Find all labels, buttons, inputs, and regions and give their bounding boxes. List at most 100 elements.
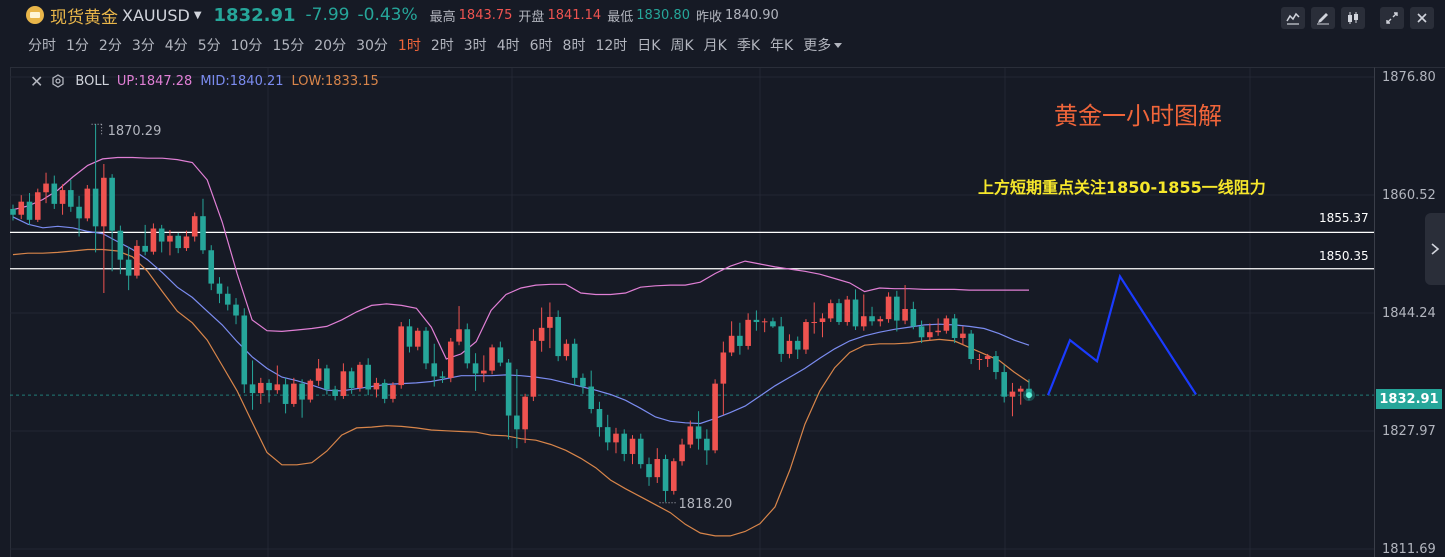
period-20[interactable]: 季K [736, 38, 761, 54]
candle-body [464, 329, 471, 364]
candle-body [786, 340, 793, 354]
candle-body [158, 228, 165, 242]
period-21[interactable]: 年K [770, 38, 794, 54]
candle-body [877, 319, 884, 322]
period-11[interactable]: 2时 [430, 38, 454, 54]
candle-body [637, 438, 644, 465]
open-value: 1841.14 [547, 7, 602, 23]
candle-body [125, 259, 132, 276]
candle-body [142, 245, 148, 252]
period-16[interactable]: 12时 [595, 38, 628, 54]
candle-body [671, 461, 677, 491]
period-9[interactable]: 30分 [356, 38, 388, 54]
period-8[interactable]: 20分 [314, 38, 347, 54]
prev-close-label: 昨收 [695, 9, 722, 25]
candle-body [200, 216, 206, 251]
period-6[interactable]: 10分 [230, 38, 263, 54]
candle-body [530, 340, 537, 397]
candle-body [580, 377, 586, 387]
candle-body [10, 208, 16, 215]
indicator-settings-icon[interactable] [51, 74, 65, 88]
candle-body [844, 299, 851, 323]
candle-body [497, 347, 504, 363]
candle-body [373, 382, 380, 390]
period-18[interactable]: 周K [670, 38, 694, 54]
price-axis[interactable] [1374, 67, 1445, 557]
close-button[interactable] [1410, 7, 1434, 29]
candle-body [414, 330, 421, 347]
candle-body [571, 343, 578, 378]
remove-indicator-icon[interactable]: ✕ [30, 71, 44, 91]
y-tick-label: 1827.97 [1382, 424, 1436, 439]
candle-type-button[interactable] [1341, 7, 1365, 29]
candle-body [340, 371, 347, 396]
candle-body [968, 333, 974, 359]
fullscreen-icon [1386, 12, 1398, 24]
candle-body [183, 236, 190, 249]
candle-body [365, 364, 371, 390]
candle-body [836, 303, 842, 323]
high-value: 1843.75 [458, 7, 513, 23]
period-22[interactable]: 更多 [803, 35, 842, 55]
close-icon [1417, 13, 1427, 23]
candle-body [910, 308, 917, 327]
annotation-note: 上方短期重点关注1850-1855一线阻力 [978, 178, 1266, 197]
period-15[interactable]: 8时 [562, 38, 586, 54]
candle-body [976, 358, 983, 360]
candle-body [770, 321, 776, 327]
period-3[interactable]: 3分 [131, 38, 155, 54]
projection-path [1046, 273, 1197, 396]
candle-body [224, 293, 231, 305]
candle-body [852, 299, 859, 327]
candle-body [646, 464, 652, 478]
candle-body [282, 384, 289, 404]
candle-body [960, 333, 966, 338]
candle-body [68, 190, 74, 207]
period-17[interactable]: 日K [637, 38, 661, 54]
period-12[interactable]: 3时 [463, 38, 487, 54]
period-2[interactable]: 2分 [98, 38, 122, 54]
boll-up-value: UP:1847.28 [116, 73, 193, 89]
last-price-dot [1025, 392, 1032, 399]
indicator-button[interactable] [1281, 7, 1305, 29]
candle-body [390, 385, 396, 399]
candle-body [811, 322, 818, 324]
candle-body [695, 426, 702, 439]
instrument-symbol[interactable]: XAUUSD [122, 5, 190, 25]
candle-body [613, 433, 619, 443]
candle-body [348, 371, 355, 388]
candle-body [737, 335, 743, 346]
candle-body [505, 362, 512, 416]
period-10[interactable]: 1时 [397, 38, 421, 54]
candle-body [712, 383, 718, 451]
period-19[interactable]: 月K [703, 38, 727, 54]
period-4[interactable]: 4分 [164, 38, 188, 54]
chart-plot-area[interactable] [10, 67, 1374, 557]
period-1[interactable]: 1分 [66, 38, 89, 54]
symbol-dropdown-icon[interactable]: ▼ [193, 9, 202, 21]
chevron-right-icon [1431, 243, 1440, 255]
instrument-name[interactable]: 现货黄金 [50, 7, 118, 28]
candle-body [902, 308, 908, 321]
period-7[interactable]: 15分 [272, 38, 305, 54]
candle-body [547, 316, 553, 328]
candle-body [662, 459, 669, 491]
candle-body [18, 201, 25, 215]
candle-body [299, 383, 305, 400]
draw-button[interactable] [1311, 7, 1335, 29]
period-0[interactable]: 分时 [28, 38, 56, 54]
y-tick-label: 1811.69 [1382, 542, 1436, 557]
candle-body [456, 329, 462, 342]
period-14[interactable]: 6时 [529, 38, 553, 54]
fullscreen-button[interactable] [1380, 7, 1404, 29]
candle-body [596, 409, 603, 428]
low-extreme-label: 1818.20 [679, 497, 733, 512]
price-change: -7.99 [305, 5, 350, 25]
expand-panel-button[interactable] [1425, 213, 1445, 285]
candle-body [1017, 388, 1024, 392]
prev-close-value: 1840.90 [725, 7, 779, 23]
period-5[interactable]: 5分 [197, 38, 221, 54]
period-13[interactable]: 4时 [496, 38, 520, 54]
low-value: 1830.80 [636, 7, 690, 23]
